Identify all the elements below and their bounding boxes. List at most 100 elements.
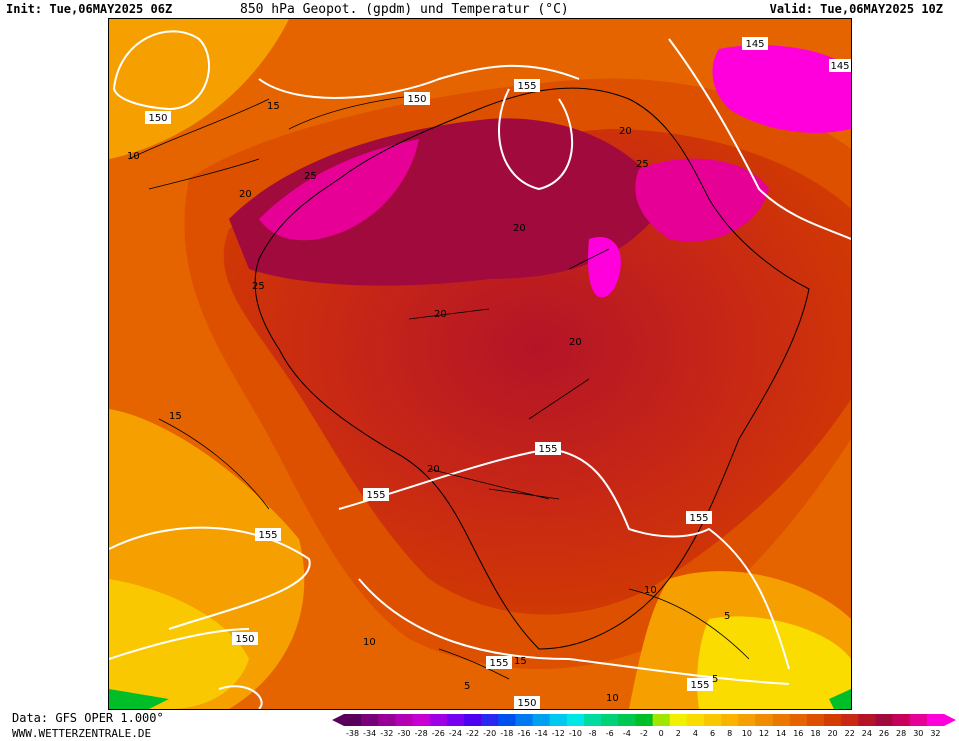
geo-label: 145	[745, 39, 764, 50]
geo-label: 150	[235, 634, 254, 645]
legend-swatch	[344, 714, 362, 726]
geo-label: 155	[689, 513, 708, 524]
legend-swatch	[618, 714, 636, 726]
geo-label: 155	[538, 444, 557, 455]
temp-label: 20	[569, 337, 582, 348]
legend-swatch	[875, 714, 894, 726]
legend-swatch	[515, 714, 534, 726]
legend-swatch	[806, 714, 825, 726]
geo-label: 155	[489, 658, 508, 669]
legend-label: -34	[363, 729, 376, 738]
data-source: Data: GFS OPER 1.000°	[12, 711, 164, 725]
legend-label: -30	[397, 729, 410, 738]
color-legend: -38 -34 -32 -30 -28 -26 -24 -22 -20 -18 -16 -14 -12-…	[330, 712, 958, 740]
temp-label: 10	[363, 637, 376, 648]
temp-label: 25	[252, 281, 265, 292]
temp-label: 10	[127, 151, 140, 162]
legend-label: 4	[693, 729, 698, 738]
temp-label: 20	[427, 464, 440, 475]
legend-swatch	[704, 714, 722, 726]
temp-label: 20	[513, 223, 526, 234]
legend-swatch	[824, 714, 842, 726]
south-east-green	[829, 689, 851, 709]
legend-label: 28	[896, 729, 906, 738]
country-borders	[408, 248, 610, 500]
temperature-labels: 10 15 20 25 20 25 20 25 20 20 15 20 10 1…	[127, 101, 730, 704]
legend-arrow-left	[332, 714, 344, 726]
temp-label: 5	[712, 674, 718, 685]
geo-label: 155	[258, 530, 277, 541]
legend-swatch	[789, 714, 808, 726]
temp-label: 5	[464, 681, 470, 692]
legend-label: -38	[346, 729, 359, 738]
legend-arrow-right	[944, 714, 956, 726]
legend-label: 6	[710, 729, 715, 738]
temp-label: 25	[304, 171, 317, 182]
legend-swatch	[464, 714, 482, 726]
legend-swatch	[755, 714, 774, 726]
geo-label: 150	[148, 113, 167, 124]
legend-swatch	[669, 714, 688, 726]
legend-swatch	[584, 714, 602, 726]
weather-map[interactable]: 150 150 155 145 145 155 155 155 155 150 …	[108, 18, 852, 710]
legend-label: -24	[449, 729, 462, 738]
legend-label: 10	[742, 729, 752, 738]
legend-label: 12	[759, 729, 769, 738]
legend-label: 30	[913, 729, 923, 738]
legend-swatch	[378, 714, 396, 726]
legend-swatch	[395, 714, 414, 726]
legend-label: 26	[879, 729, 889, 738]
geo-label: 155	[690, 680, 709, 691]
legend-label: 16	[793, 729, 803, 738]
ethiopia-peak	[588, 237, 621, 298]
temp-label: 25	[636, 159, 649, 170]
legend-label: 24	[862, 729, 872, 738]
legend-swatch	[498, 714, 516, 726]
legend-swatch	[772, 714, 791, 726]
legend-label: 18	[810, 729, 820, 738]
temp-label: 20	[434, 309, 447, 320]
geo-label: 150	[407, 94, 426, 105]
legend-label: -2	[640, 729, 648, 738]
legend-label: 14	[776, 729, 786, 738]
legend-swatch	[841, 714, 859, 726]
legend-swatch	[601, 714, 619, 726]
south-west-green	[109, 689, 169, 709]
map-title: 850 hPa Geopot. (gpdm) und Temperatur (°…	[240, 2, 569, 17]
temp-label: 15	[514, 656, 527, 667]
geo-label: 145	[830, 61, 849, 72]
init-time: Init: Tue,06MAY2025 06Z	[6, 2, 173, 16]
temp-label: 20	[239, 189, 252, 200]
legend-label: -16	[517, 729, 530, 738]
middle-east-peak	[712, 45, 851, 133]
legend-swatch	[635, 714, 654, 726]
indian-ocean-cooler	[697, 616, 851, 709]
temp-label: 10	[644, 585, 657, 596]
legend-label: 8	[727, 729, 732, 738]
legend-label: -10	[569, 729, 582, 738]
valid-time: Valid: Tue,06MAY2025 10Z	[769, 2, 943, 16]
africa-coastline	[254, 87, 810, 650]
sahara-peak	[259, 139, 419, 241]
temp-label: 15	[267, 101, 280, 112]
legend-label: 2	[676, 729, 681, 738]
footer: Data: GFS OPER 1.000° WWW.WETTERZENTRALE…	[0, 710, 959, 741]
legend-swatch	[412, 714, 431, 726]
geo-label: 150	[517, 698, 536, 709]
legend-swatch	[566, 714, 585, 726]
website-link[interactable]: WWW.WETTERZENTRALE.DE	[12, 727, 152, 740]
legend-label: -14	[535, 729, 548, 738]
arabia-peak	[635, 158, 769, 242]
legend-label: -18	[500, 729, 513, 738]
legend-label: -20	[483, 729, 496, 738]
atlantic-south-cooler	[109, 579, 249, 709]
legend-label: -32	[380, 729, 393, 738]
legend-label: 20	[827, 729, 837, 738]
legend-label: 22	[845, 729, 855, 738]
legend-swatch	[926, 714, 945, 726]
legend-swatch	[686, 714, 705, 726]
legend-swatch	[738, 714, 756, 726]
temp-label: 10	[606, 693, 619, 704]
map-svg: 150 150 155 145 145 155 155 155 155 150 …	[109, 19, 851, 709]
legend-swatch	[446, 714, 465, 726]
